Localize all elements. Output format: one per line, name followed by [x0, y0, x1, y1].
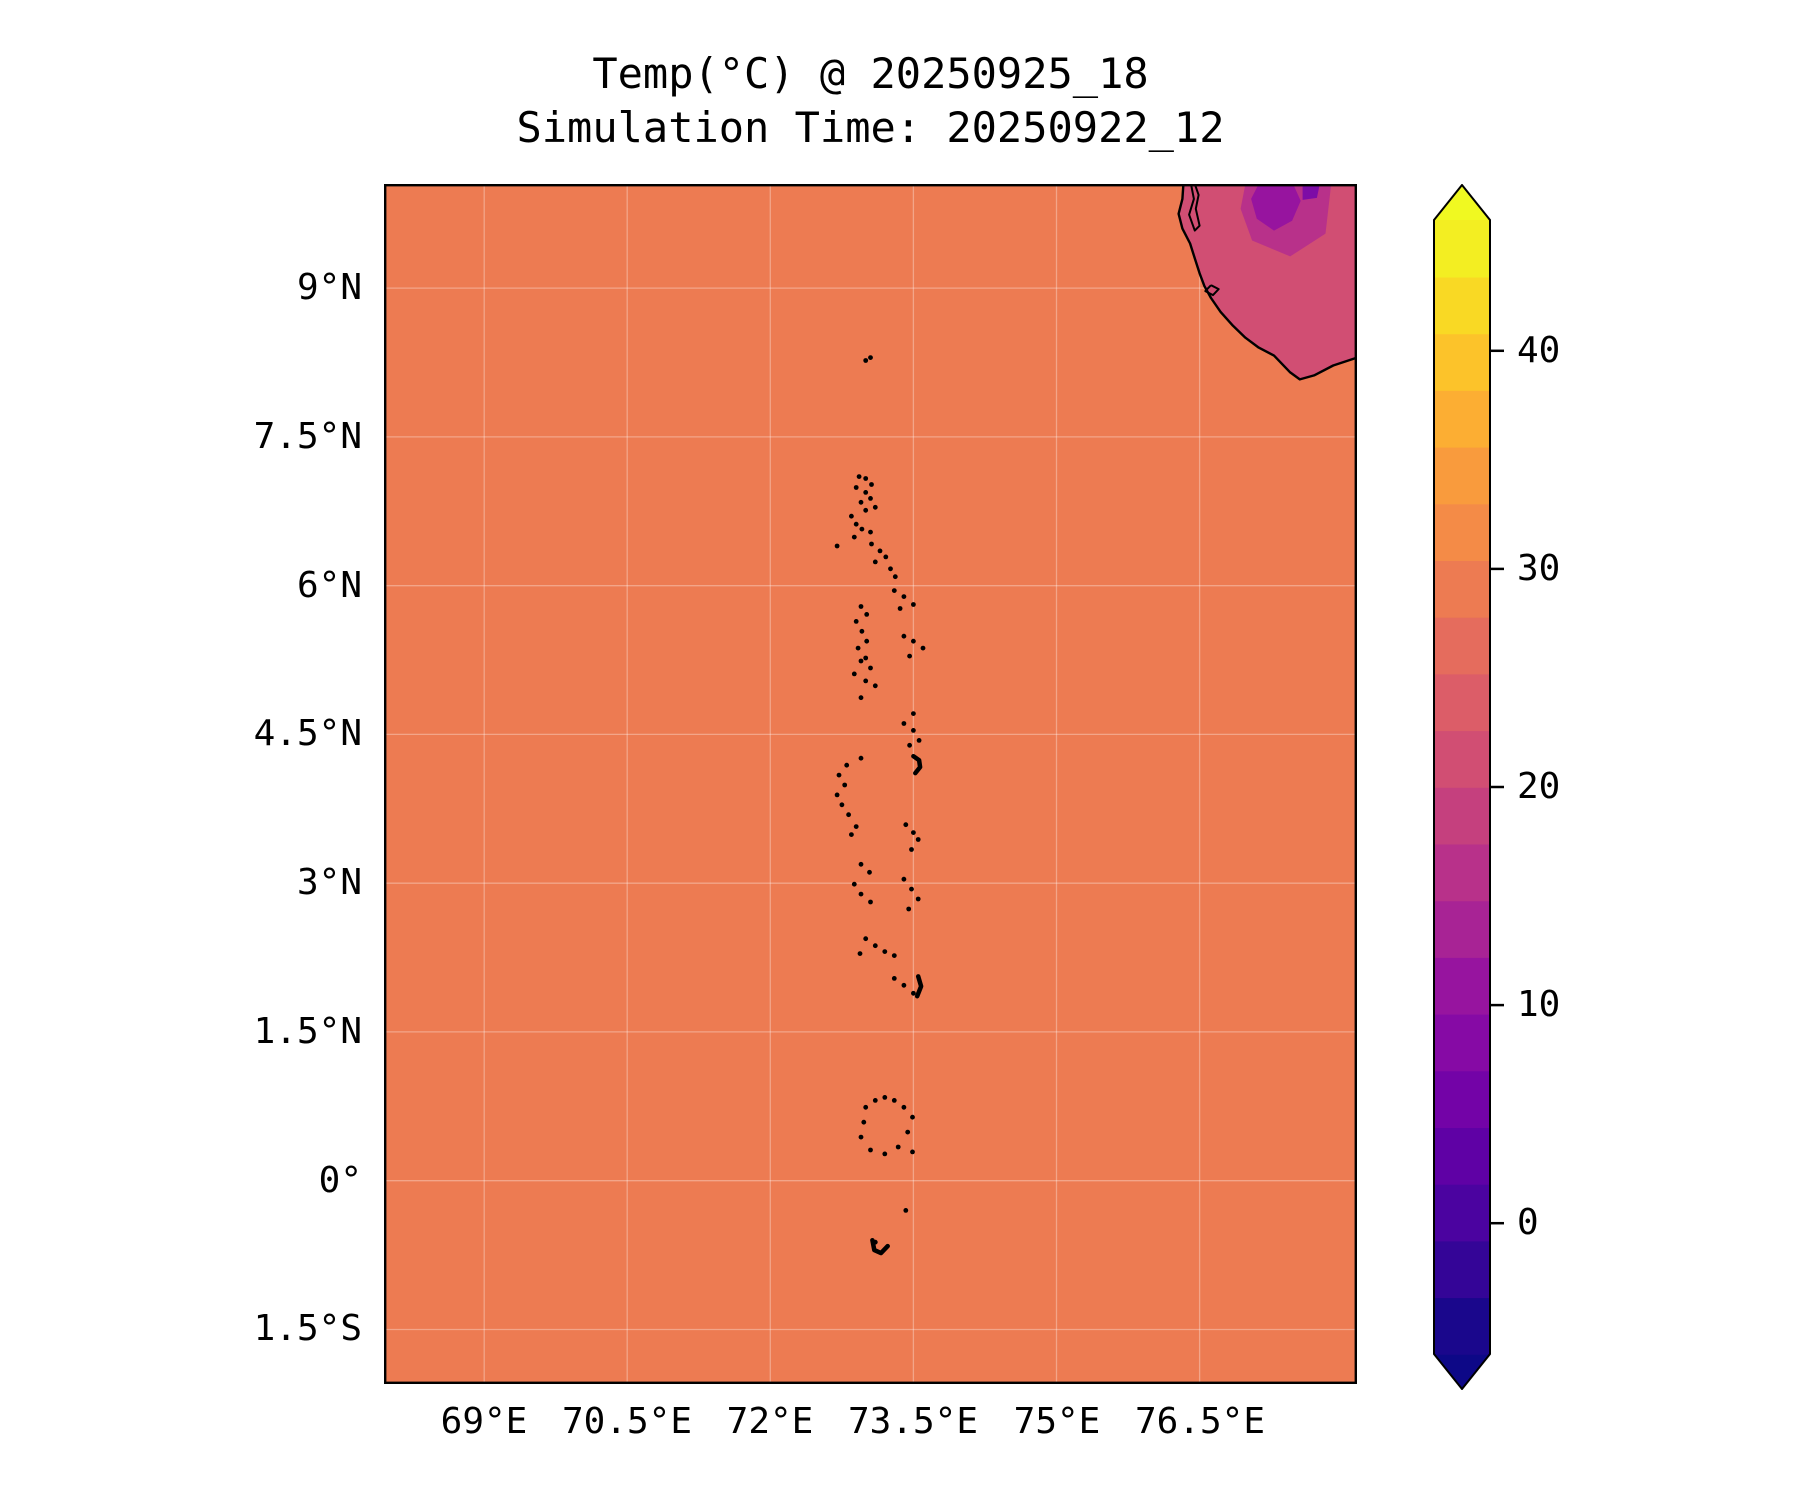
chart-title: Temp(°C) @ 20250925_18 — [592, 49, 1149, 98]
colorbar-tick-label: 0 — [1517, 1202, 1539, 1243]
x-tick-label: 73.5°E — [847, 1401, 979, 1442]
sea-fill — [384, 184, 1357, 1384]
colorbar-tick-label: 40 — [1517, 330, 1561, 371]
colorbar-over-arrow — [1434, 185, 1490, 220]
temperature-map — [384, 184, 1357, 1384]
x-tick-label: 76.5°E — [1134, 1401, 1266, 1442]
y-tick-label: 4.5°N — [253, 713, 362, 754]
x-tick-label: 69°E — [440, 1401, 528, 1442]
colorbar-outline — [1433, 184, 1491, 1390]
x-tick-label: 75°E — [1013, 1401, 1101, 1442]
y-tick-label: 9°N — [296, 267, 362, 308]
graticule — [384, 184, 1357, 1384]
lake-outline — [1204, 284, 1220, 297]
y-tick-label: 1.5°N — [253, 1011, 362, 1052]
y-tick-label: 3°N — [296, 862, 362, 903]
colorbar-under-arrow — [1434, 1354, 1490, 1389]
x-tick-label: 72°E — [726, 1401, 814, 1442]
india-landmass — [1177, 184, 1357, 381]
y-tick-label: 6°N — [296, 565, 362, 606]
lake-outline — [1188, 184, 1201, 232]
x-tick-label: 70.5°E — [561, 1401, 693, 1442]
colorbar — [1433, 184, 1507, 1390]
map-border — [384, 184, 1357, 1384]
map-plot-area — [384, 184, 1357, 1384]
maldives-atolls — [834, 355, 926, 1256]
y-tick-label: 0° — [318, 1160, 362, 1201]
colorbar-bar — [1433, 184, 1504, 1390]
colorbar-tick-label: 10 — [1517, 984, 1561, 1025]
colorbar-tick-label: 20 — [1517, 766, 1561, 807]
y-tick-label: 7.5°N — [253, 416, 362, 457]
colorbar-tick-label: 30 — [1517, 548, 1561, 589]
y-tick-label: 1.5°S — [253, 1308, 362, 1349]
chart-subtitle: Simulation Time: 20250922_12 — [516, 103, 1225, 152]
